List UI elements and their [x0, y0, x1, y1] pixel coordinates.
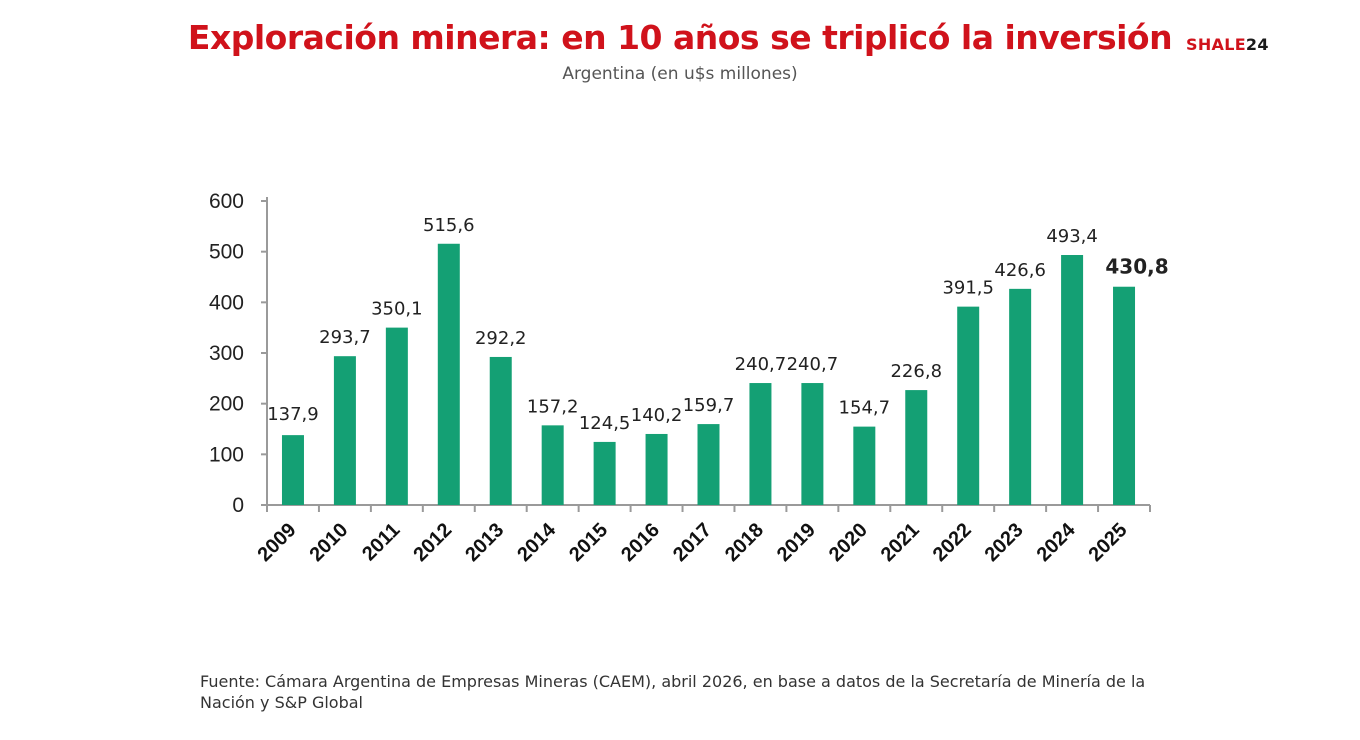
bar-value-label: 430,8 — [1105, 255, 1168, 279]
x-tick-label: 2009 — [253, 519, 300, 566]
bar — [905, 390, 928, 505]
chart-title: Exploración minera: en 10 años se tripli… — [187, 18, 1173, 57]
bar-value-label: 124,5 — [579, 413, 631, 434]
x-tick-label: 2017 — [669, 519, 716, 566]
bar — [489, 356, 512, 505]
bar — [1061, 255, 1084, 505]
x-tick-label: 2014 — [513, 518, 561, 566]
y-tick-label: 400 — [209, 291, 244, 314]
bar-value-label: 157,2 — [527, 396, 579, 417]
x-tick-label: 2022 — [929, 519, 976, 566]
bar-value-label: 137,9 — [267, 404, 319, 425]
x-tick-label: 2016 — [617, 519, 664, 566]
bar — [957, 306, 980, 505]
bar — [801, 383, 824, 505]
x-tick-label: 2020 — [825, 519, 872, 566]
brand-logo-part1: SHALE — [1186, 35, 1246, 54]
x-tick-label: 2023 — [981, 519, 1028, 566]
x-tick-label: 2011 — [358, 519, 404, 565]
bar-value-label: 391,5 — [942, 278, 994, 299]
y-tick-label: 500 — [209, 241, 244, 264]
x-tick-label: 2024 — [1033, 518, 1081, 566]
bar — [749, 383, 772, 505]
bar — [333, 356, 356, 505]
bar-chart: 0 100 200 300 400 500 600 137,9 2009 293,7 2010 350… — [209, 190, 1169, 566]
bar — [385, 327, 408, 505]
bar — [437, 243, 460, 505]
bar-value-label: 493,4 — [1046, 226, 1098, 247]
bar-value-label: 154,7 — [839, 398, 891, 419]
bar-value-label: 292,2 — [475, 328, 527, 349]
bar — [593, 441, 616, 505]
bar-value-label: 350,1 — [371, 299, 423, 320]
x-tick-label: 2015 — [565, 519, 612, 566]
y-tick-label: 300 — [209, 342, 244, 365]
x-tick-label: 2025 — [1085, 519, 1132, 566]
bar — [1113, 286, 1136, 505]
brand-logo-part2: 24 — [1245, 35, 1269, 54]
y-tick-label: 200 — [209, 393, 244, 416]
bar — [281, 435, 304, 505]
x-tick-label: 2021 — [877, 519, 924, 566]
bar — [645, 433, 668, 505]
chart-subtitle: Argentina (en u$s millones) — [562, 64, 798, 84]
bar-value-label: 140,2 — [631, 405, 683, 426]
bar-value-label: 515,6 — [423, 215, 475, 236]
brand-logo: SHALE24 — [1186, 35, 1269, 54]
x-tick-label: 2013 — [461, 519, 508, 566]
y-tick-label: 100 — [209, 443, 244, 466]
bar-value-label: 240,7 — [787, 354, 839, 375]
source-note: Fuente: Cámara Argentina de Empresas Min… — [200, 672, 1146, 712]
y-tick-label: 600 — [209, 190, 244, 213]
bar-value-label: 426,6 — [994, 260, 1046, 281]
y-tick-label: 0 — [232, 494, 244, 517]
bar-value-label: 240,7 — [735, 354, 787, 375]
x-tick-label: 2012 — [409, 519, 456, 566]
x-tick-label: 2010 — [305, 519, 352, 566]
bar — [853, 426, 876, 505]
bar-value-label: 226,8 — [890, 361, 942, 382]
bar — [541, 425, 564, 505]
x-tick-label: 2018 — [721, 519, 768, 566]
bar-value-label: 293,7 — [319, 327, 371, 348]
bar — [697, 424, 720, 505]
bar — [1009, 288, 1032, 505]
bar-value-label: 159,7 — [683, 395, 735, 416]
x-tick-label: 2019 — [773, 519, 820, 566]
